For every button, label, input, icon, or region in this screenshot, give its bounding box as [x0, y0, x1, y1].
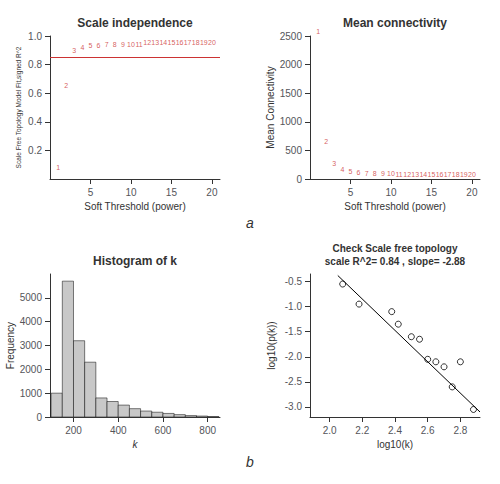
svg-text:5: 5 [349, 168, 353, 175]
svg-text:19: 19 [200, 39, 208, 46]
svg-text:Soft Threshold (power): Soft Threshold (power) [344, 201, 446, 212]
svg-text:12: 12 [403, 171, 411, 178]
svg-text:3: 3 [332, 160, 336, 167]
svg-text:5: 5 [88, 187, 94, 198]
svg-text:400: 400 [110, 425, 127, 436]
svg-text:16: 16 [436, 171, 444, 178]
svg-text:6: 6 [357, 169, 361, 176]
svg-text:1: 1 [316, 28, 320, 35]
svg-text:log10(p(k)): log10(p(k)) [266, 321, 277, 369]
svg-text:9: 9 [121, 41, 125, 48]
svg-text:0.4: 0.4 [28, 116, 42, 127]
svg-text:Histogram of k: Histogram of k [93, 254, 177, 268]
svg-text:5: 5 [89, 42, 93, 49]
svg-text:4000: 4000 [20, 316, 43, 327]
svg-text:1.0: 1.0 [28, 31, 42, 42]
svg-text:1000: 1000 [20, 388, 43, 399]
svg-text:17: 17 [184, 39, 192, 46]
svg-text:2.4: 2.4 [388, 425, 402, 436]
svg-text:4: 4 [80, 44, 84, 51]
svg-text:Soft Threshold (power): Soft Threshold (power) [84, 201, 186, 212]
svg-text:2000: 2000 [280, 59, 303, 70]
svg-text:9: 9 [381, 170, 385, 177]
svg-text:13: 13 [411, 171, 419, 178]
svg-text:0.2: 0.2 [28, 145, 42, 156]
svg-text:Scale independence: Scale independence [77, 16, 193, 30]
svg-text:7: 7 [365, 170, 369, 177]
svg-text:scale R^2= 0.84 , slope= -2.88: scale R^2= 0.84 , slope= -2.88 [325, 256, 466, 267]
svg-text:10: 10 [385, 187, 397, 198]
svg-text:6: 6 [97, 42, 101, 49]
svg-text:8: 8 [373, 170, 377, 177]
svg-text:18: 18 [192, 39, 200, 46]
svg-text:15: 15 [166, 187, 178, 198]
svg-text:20: 20 [466, 187, 478, 198]
svg-text:Frequency: Frequency [5, 322, 16, 369]
svg-text:14: 14 [419, 171, 427, 178]
svg-text:8: 8 [113, 41, 117, 48]
svg-text:2000: 2000 [20, 364, 43, 375]
svg-text:0.8: 0.8 [28, 59, 42, 70]
svg-text:0.6: 0.6 [28, 88, 42, 99]
svg-text:2500: 2500 [280, 31, 303, 42]
svg-text:0: 0 [296, 174, 302, 185]
svg-text:15: 15 [426, 187, 438, 198]
svg-text:13: 13 [151, 39, 159, 46]
svg-text:16: 16 [176, 39, 184, 46]
svg-text:-2.5: -2.5 [285, 376, 303, 387]
svg-text:2: 2 [64, 82, 68, 89]
svg-text:15: 15 [168, 39, 176, 46]
svg-text:10: 10 [387, 170, 395, 177]
svg-text:15: 15 [428, 171, 436, 178]
svg-text:0: 0 [36, 412, 42, 423]
svg-text:-0.5: -0.5 [285, 276, 303, 287]
svg-text:log10(k): log10(k) [377, 439, 413, 450]
svg-text:17: 17 [444, 171, 452, 178]
svg-text:5000: 5000 [20, 292, 43, 303]
svg-text:-1.0: -1.0 [285, 301, 303, 312]
svg-text:a: a [246, 215, 254, 231]
svg-text:3: 3 [72, 47, 76, 54]
svg-text:14: 14 [159, 39, 167, 46]
svg-text:7: 7 [105, 41, 109, 48]
svg-text:-1.5: -1.5 [285, 326, 303, 337]
svg-text:20: 20 [206, 187, 218, 198]
svg-text:18: 18 [452, 171, 460, 178]
svg-text:10: 10 [127, 41, 135, 48]
svg-text:500: 500 [285, 145, 302, 156]
svg-text:200: 200 [65, 425, 82, 436]
svg-text:800: 800 [199, 425, 216, 436]
svg-text:4: 4 [340, 166, 344, 173]
svg-text:1: 1 [56, 164, 60, 171]
svg-text:b: b [246, 454, 254, 470]
svg-text:19: 19 [460, 171, 468, 178]
svg-text:3000: 3000 [20, 340, 43, 351]
svg-text:2.0: 2.0 [323, 425, 337, 436]
svg-text:Mean Connectivity: Mean Connectivity [265, 66, 276, 148]
svg-text:11: 11 [135, 41, 142, 48]
svg-text:11: 11 [395, 171, 402, 178]
svg-text:1000: 1000 [280, 116, 303, 127]
svg-text:2.8: 2.8 [453, 425, 467, 436]
svg-text:600: 600 [155, 425, 172, 436]
svg-text:1500: 1500 [280, 88, 303, 99]
svg-text:12: 12 [143, 39, 151, 46]
svg-text:2: 2 [324, 138, 328, 145]
svg-text:-3.0: -3.0 [285, 401, 303, 412]
svg-text:Check Scale free topology: Check Scale free topology [332, 243, 457, 254]
svg-text:20: 20 [208, 39, 216, 46]
svg-text:10: 10 [125, 187, 137, 198]
svg-text:Scale Free Topology Model Fit,: Scale Free Topology Model Fit,signed R^2 [15, 46, 23, 168]
svg-text:k: k [133, 439, 139, 450]
svg-text:-2.0: -2.0 [285, 351, 303, 362]
svg-text:5: 5 [348, 187, 354, 198]
svg-text:Mean connectivity: Mean connectivity [343, 16, 447, 30]
svg-text:2.6: 2.6 [421, 425, 435, 436]
svg-text:2.2: 2.2 [355, 425, 369, 436]
svg-text:20: 20 [468, 171, 476, 178]
